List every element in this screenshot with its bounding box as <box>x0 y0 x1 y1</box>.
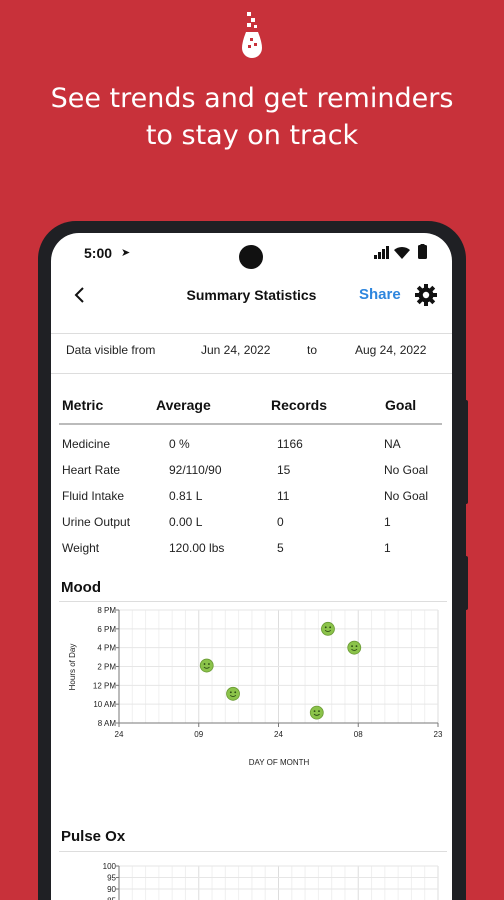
cell-goal: 1 <box>384 515 391 529</box>
headline-line-2: to stay on track <box>145 120 359 151</box>
date-from[interactable]: Jun 24, 2022 <box>201 343 271 357</box>
y-tick-label: 90 <box>107 885 116 894</box>
share-button[interactable]: Share <box>359 286 401 303</box>
column-header-goal: Goal <box>385 397 417 413</box>
cell-metric: Urine Output <box>62 515 131 529</box>
divider <box>59 851 447 852</box>
divider <box>51 333 452 334</box>
x-tick-label: 08 <box>354 730 363 739</box>
cell-goal: No Goal <box>384 489 429 503</box>
date-to-label: to <box>307 343 318 357</box>
cell-records: 1166 <box>277 437 303 451</box>
back-arrow-icon[interactable] <box>70 283 90 307</box>
mood-x-axis-label: DAY OF MONTH <box>249 758 310 767</box>
phone-screen: 5:00 ➤ Summary Statistics Share <box>51 233 452 900</box>
pulse-ox-title: Pulse Ox <box>61 828 126 845</box>
mood-point <box>309 705 324 720</box>
cell-records: 11 <box>277 489 290 503</box>
date-to[interactable]: Aug 24, 2022 <box>355 343 427 357</box>
cell-goal: NA <box>384 437 401 451</box>
y-tick-label: 8 PM <box>97 606 116 615</box>
app-logo <box>242 12 262 58</box>
y-tick-label: 95 <box>107 874 116 883</box>
mood-grid <box>118 609 439 724</box>
cell-metric: Heart Rate <box>62 463 121 477</box>
divider <box>51 373 452 374</box>
cell-goal: No Goal <box>384 463 429 477</box>
y-tick-label: 2 PM <box>97 663 116 672</box>
x-tick-label: 23 <box>434 730 443 739</box>
cell-metric: Medicine <box>62 437 111 451</box>
x-tick-label: 24 <box>115 730 124 739</box>
cell-records: 5 <box>277 541 284 555</box>
mood-y-ticks: 8 AM 10 AM 12 PM 2 PM 4 PM 6 PM 8 PM <box>93 606 119 728</box>
front-camera <box>239 245 263 269</box>
cell-metric: Fluid Intake <box>62 489 125 503</box>
wifi-icon <box>394 246 410 259</box>
pulse-y-ticks: 100 95 90 85 <box>103 862 119 900</box>
cell-average: 0.00 L <box>169 515 203 529</box>
cell-average: 92/110/90 <box>169 463 222 477</box>
mood-point <box>321 621 335 636</box>
location-arrow-icon: ➤ <box>121 247 131 259</box>
mood-y-axis-label: Hours of Day <box>68 644 77 691</box>
cell-average: 120.00 lbs <box>169 541 225 555</box>
column-header-metric: Metric <box>62 397 104 413</box>
cell-metric: Weight <box>62 541 100 555</box>
mood-title: Mood <box>61 579 101 596</box>
mood-point <box>199 658 214 673</box>
x-tick-label: 24 <box>274 730 283 739</box>
battery-icon <box>418 244 427 259</box>
divider <box>59 601 447 602</box>
headline: See trends and get reminders to stay on … <box>0 80 504 154</box>
y-tick-label: 85 <box>107 897 116 900</box>
cell-records: 15 <box>277 463 291 477</box>
signal-icon <box>374 246 389 259</box>
pulse-grid <box>118 865 439 900</box>
y-tick-label: 8 AM <box>98 719 117 728</box>
y-tick-label: 12 PM <box>93 681 116 690</box>
app-bar: Summary Statistics Share <box>51 277 452 317</box>
cell-average: 0 % <box>169 437 190 451</box>
column-header-average: Average <box>156 397 211 413</box>
phone-volume-button <box>464 556 468 610</box>
phone-power-button <box>464 400 468 504</box>
table-header-divider <box>59 423 442 425</box>
status-time: 5:00 <box>84 245 113 261</box>
y-tick-label: 6 PM <box>97 625 116 634</box>
column-header-records: Records <box>271 397 328 413</box>
cell-goal: 1 <box>384 541 391 555</box>
mood-points <box>199 621 362 720</box>
status-bar: 5:00 ➤ <box>51 233 452 271</box>
mood-x-ticks: 24 09 24 08 23 <box>115 723 443 739</box>
status-icons <box>374 244 427 259</box>
y-tick-label: 4 PM <box>97 644 116 653</box>
pulse-ox-chart: 100 95 90 85 <box>103 862 439 900</box>
page-title: Summary Statistics <box>186 287 317 303</box>
cell-records: 0 <box>277 515 284 529</box>
mood-point <box>226 686 240 701</box>
date-range-label: Data visible from <box>66 343 156 357</box>
headline-line-1: See trends and get reminders <box>50 83 454 114</box>
y-tick-label: 100 <box>103 862 117 871</box>
y-tick-label: 10 AM <box>93 700 116 709</box>
mood-point <box>347 640 362 655</box>
x-tick-label: 09 <box>194 730 203 739</box>
cell-average: 0.81 L <box>169 489 203 503</box>
gear-icon[interactable] <box>414 283 438 307</box>
